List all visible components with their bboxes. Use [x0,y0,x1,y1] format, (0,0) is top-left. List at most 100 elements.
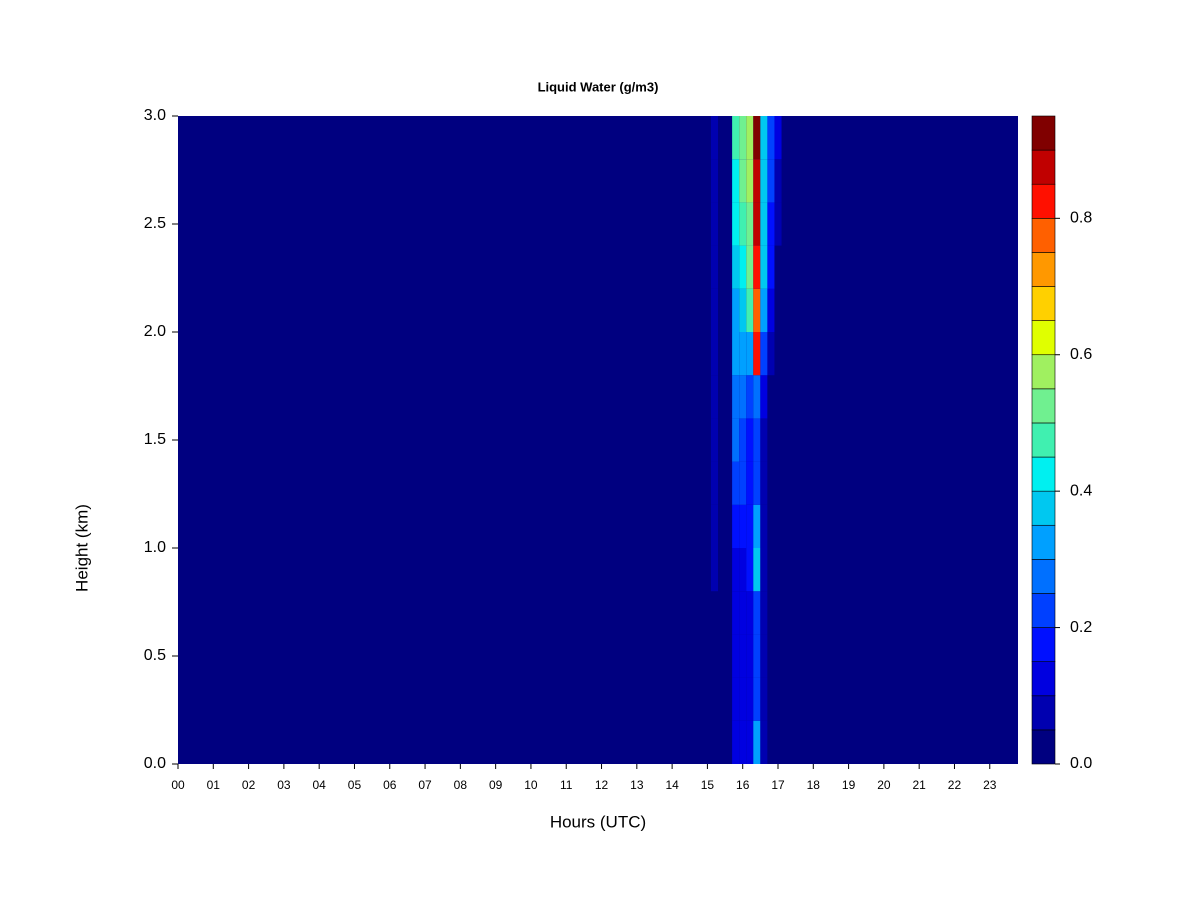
heat-cell [710,461,718,505]
heat-cell [746,548,754,592]
colorbar-band [1031,661,1056,697]
x-tick-label: 05 [348,778,362,792]
colorbar-band [1031,252,1056,287]
heat-cell [746,720,754,764]
x-tick-label: 20 [877,778,891,792]
heat-cell [774,159,782,203]
heat-cell [732,375,740,419]
x-tick-label: 19 [842,778,856,792]
colorbar-band [1031,729,1056,765]
heat-cell [746,677,754,721]
colorbar-band [1031,388,1056,424]
heat-cell [746,332,754,376]
heat-cell [767,548,775,592]
heat-cell [739,677,747,721]
heat-cell [753,504,761,548]
heat-cell [732,461,740,505]
heat-cell [739,375,747,419]
x-tick-label: 14 [665,778,679,792]
heat-cell [774,720,782,764]
heat-cell [746,504,754,548]
heat-cell [774,288,782,332]
heat-cell [739,159,747,203]
heat-cell [767,288,775,332]
colorbar-band [1031,456,1056,492]
x-tick-label: 01 [207,778,221,792]
heat-cell [739,504,747,548]
heat-cell [753,461,761,505]
heat-cell [767,245,775,289]
heat-cell [746,116,754,160]
heat-cell [774,202,782,246]
heat-cell [774,245,782,289]
colorbar-tick-label: 0.4 [1070,482,1092,499]
heat-cell [760,418,768,462]
heat-cell [732,116,740,160]
heat-cell [753,245,761,289]
x-tick-label: 15 [701,778,715,792]
heat-cell [746,245,754,289]
x-tick-label: 00 [171,778,185,792]
heat-cell [732,548,740,592]
heat-cell [732,332,740,376]
heat-cell [732,591,740,635]
heat-cell [767,677,775,721]
colorbar-tick-label: 0.6 [1070,346,1092,363]
heat-cell [774,461,782,505]
x-tick-label: 08 [454,778,468,792]
heat-cell [774,677,782,721]
heat-cell [739,461,747,505]
heat-cell [732,288,740,332]
colorbar-band [1031,559,1056,594]
heat-cell [753,116,761,160]
heat-cell [753,332,761,376]
heat-cell [746,159,754,203]
x-tick-label: 12 [595,778,609,792]
y-tick-label: 0.5 [144,647,166,664]
heat-cell [767,634,775,678]
heat-cell [739,634,747,678]
x-tick-label: 22 [948,778,962,792]
y-tick-label: 1.0 [144,539,166,556]
heat-cell [753,591,761,635]
heat-cell [753,375,761,419]
colorbar-band [1031,422,1056,458]
x-tick-label: 09 [489,778,503,792]
heat-cell [746,634,754,678]
x-tick-label: 06 [383,778,397,792]
chart-title: Liquid Water (g/m3) [538,79,659,94]
heat-cell [710,634,718,678]
heat-cell [732,720,740,764]
heat-cell [774,116,782,160]
heat-cell [760,332,768,376]
heat-cell [732,202,740,246]
heat-cell [774,418,782,462]
heat-cell [732,418,740,462]
heat-cell [767,375,775,419]
heat-cell [710,332,718,376]
heat-cell [753,634,761,678]
heat-cell [760,202,768,246]
colorbar-band [1031,593,1056,628]
heat-cell [739,245,747,289]
heat-cell [753,159,761,203]
y-axis-label: Height (km) [72,504,91,592]
x-tick-label: 11 [560,778,573,792]
heat-cell [710,375,718,419]
colorbar-band [1031,320,1056,356]
heat-cell [767,418,775,462]
heat-cell [710,720,718,764]
heat-cell [753,677,761,721]
heat-cell [760,375,768,419]
heat-cell [767,504,775,548]
heat-cell [760,461,768,505]
y-tick-label: 2.0 [144,323,166,340]
heat-cell [774,375,782,419]
heat-cell [746,375,754,419]
heat-cell [753,548,761,592]
heat-cell [760,591,768,635]
heat-cell [760,245,768,289]
heat-cell [746,461,754,505]
heat-cell [767,159,775,203]
